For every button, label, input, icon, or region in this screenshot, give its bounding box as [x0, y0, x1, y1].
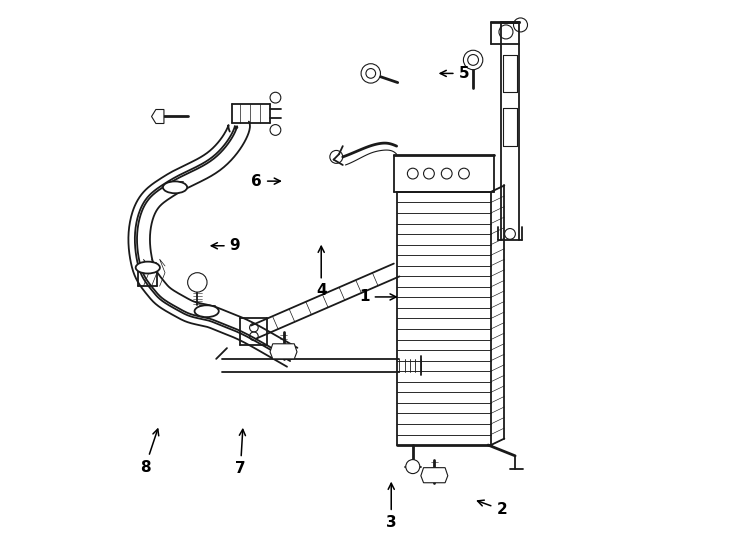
Text: 7: 7 [235, 429, 246, 476]
Text: 9: 9 [211, 238, 240, 253]
Text: 2: 2 [478, 500, 507, 517]
Text: 1: 1 [359, 289, 396, 305]
Circle shape [188, 273, 207, 292]
Text: 4: 4 [316, 246, 327, 299]
Polygon shape [421, 468, 448, 483]
Text: 8: 8 [139, 429, 159, 475]
Circle shape [361, 64, 380, 83]
Polygon shape [270, 344, 297, 359]
Circle shape [463, 50, 483, 70]
Ellipse shape [163, 181, 187, 193]
Polygon shape [151, 110, 164, 124]
Text: 5: 5 [440, 66, 469, 81]
Text: 6: 6 [251, 174, 280, 188]
Circle shape [406, 460, 420, 474]
Text: 3: 3 [386, 483, 396, 530]
Ellipse shape [136, 262, 160, 273]
Ellipse shape [195, 305, 219, 317]
